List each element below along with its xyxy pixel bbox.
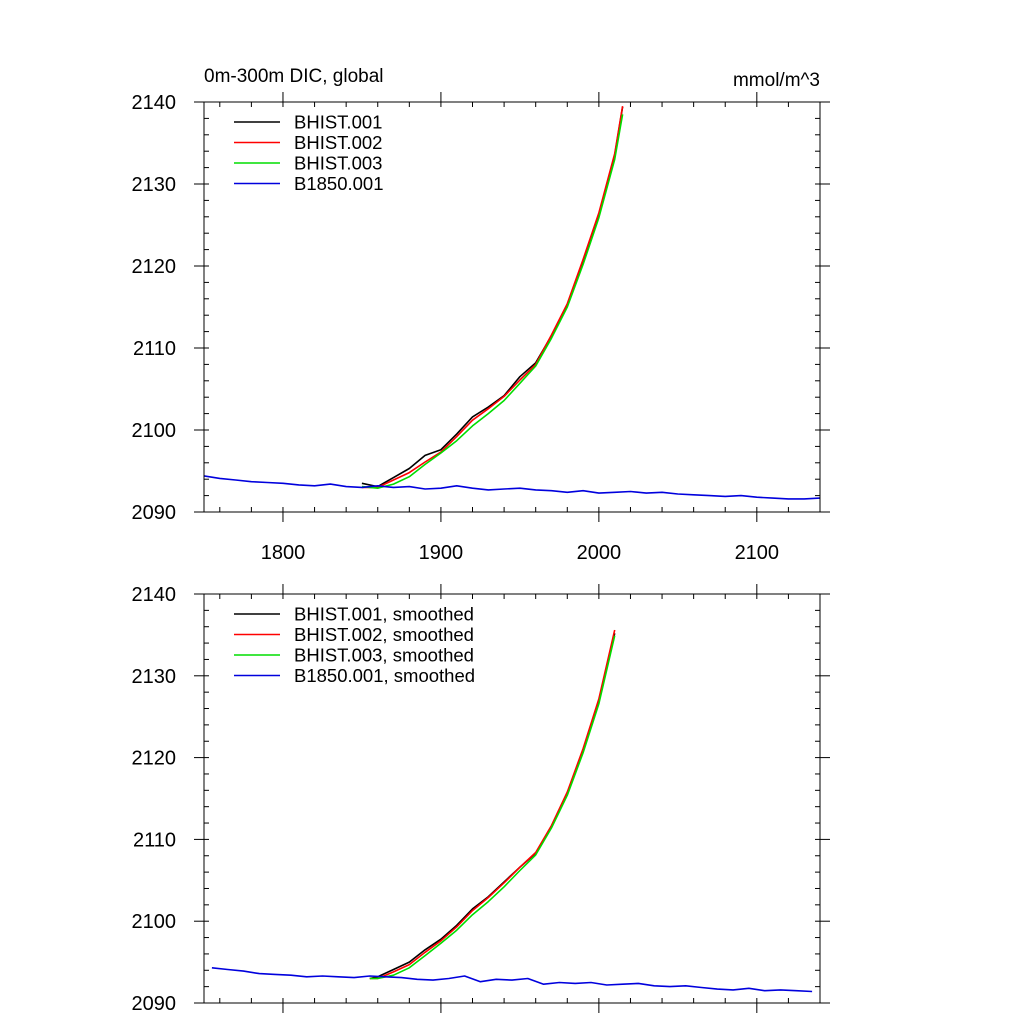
y-tick-label: 2120	[132, 748, 177, 770]
y-tick-label: 2120	[132, 256, 177, 278]
y-tick-label: 2140	[132, 92, 177, 114]
major-ticks	[194, 92, 830, 522]
legend-label: BHIST.003	[294, 153, 382, 174]
bottom-panel: 2090 2100 2110 2120 2130 2140 BHIST.001, smoot…	[132, 584, 830, 1015]
legend-label: B1850.001	[294, 173, 384, 194]
series-line-2	[369, 629, 616, 980]
legend-label: BHIST.001	[294, 112, 382, 133]
series-line-3	[369, 635, 616, 980]
x-tick-label: 2000	[577, 542, 622, 564]
legend-label: BHIST.003, smoothed	[294, 645, 474, 666]
plot-frame	[203, 593, 821, 1004]
series-group	[211, 629, 813, 993]
y-tick-label: 2110	[133, 338, 176, 360]
series-line-2	[361, 105, 624, 489]
y-tick-label: 2090	[132, 993, 177, 1015]
y-tick-label: 2110	[133, 829, 176, 851]
series-group	[204, 105, 820, 500]
units-label: mmol/m^3	[733, 70, 820, 91]
series-line-3	[361, 114, 624, 490]
legend-label: BHIST.002, smoothed	[294, 624, 474, 645]
legend-label: B1850.001, smoothed	[294, 665, 475, 686]
legend-label: BHIST.002	[294, 132, 382, 153]
x-tick-label: 1900	[419, 542, 464, 564]
chart-title: 0m-300m DIC, global	[204, 66, 384, 87]
y-tick-label: 2130	[132, 666, 177, 688]
series-line-4	[204, 475, 820, 500]
x-tick-label: 2100	[735, 542, 780, 564]
series-line-4	[211, 967, 813, 993]
x-tick-label: 1800	[261, 542, 306, 564]
y-tick-label: 2130	[132, 174, 177, 196]
y-tick-label: 2100	[132, 420, 177, 442]
y-tick-label: 2140	[132, 584, 177, 606]
plot-frame	[203, 101, 821, 513]
major-ticks	[194, 584, 830, 1013]
legend-label: BHIST.001, smoothed	[294, 604, 474, 625]
minor-ticks	[204, 101, 821, 513]
top-panel: 2090 2100 2110 2120 2130 2140 1800 1900 2000 2100…	[132, 92, 830, 564]
y-tick-label: 2100	[132, 911, 177, 933]
y-tick-label: 2090	[132, 502, 177, 524]
series-line-1	[361, 106, 624, 488]
